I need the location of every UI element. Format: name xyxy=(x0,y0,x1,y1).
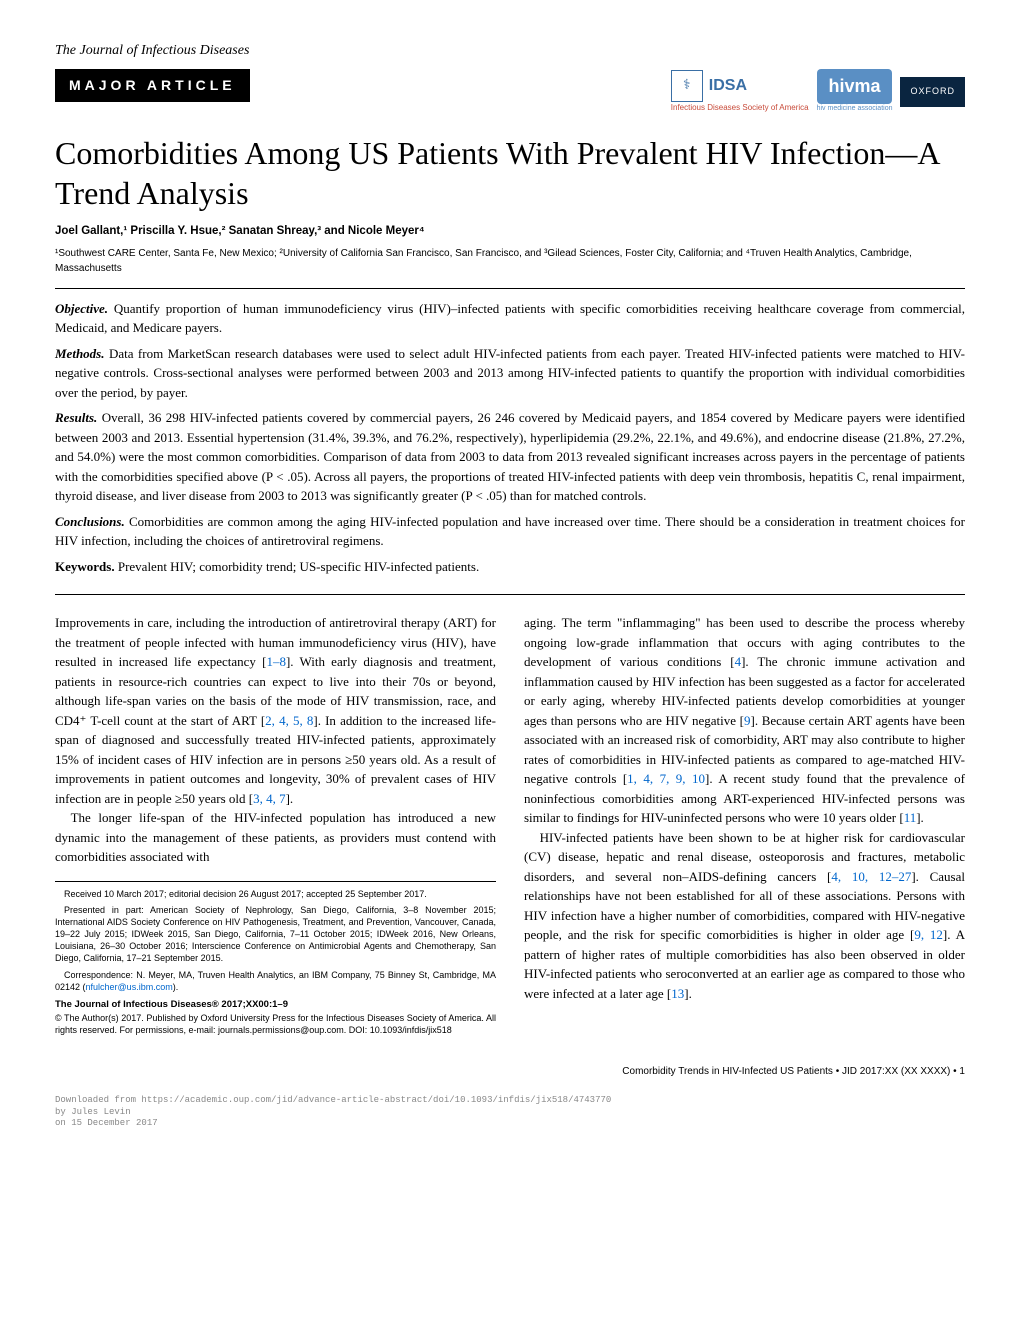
article-title: Comorbidities Among US Patients With Pre… xyxy=(55,133,965,213)
download-line-1: Downloaded from https://academic.oup.com… xyxy=(55,1095,965,1107)
ref-link[interactable]: 11 xyxy=(904,810,917,825)
download-line-2: by Jules Levin xyxy=(55,1107,965,1119)
email-link[interactable]: nfulcher@us.ibm.com xyxy=(86,982,173,992)
hivma-logo: hivma hiv medicine association xyxy=(817,69,893,115)
copyright: © The Author(s) 2017. Published by Oxfor… xyxy=(55,1012,496,1036)
keywords-label: Keywords. xyxy=(55,559,115,574)
ref-link[interactable]: 1, 4, 7, 9, 10 xyxy=(627,771,705,786)
keywords-text: Prevalent HIV; comorbidity trend; US-spe… xyxy=(118,559,479,574)
download-line-3: on 15 December 2017 xyxy=(55,1118,965,1130)
ref-link[interactable]: 4, 10, 12–27 xyxy=(831,869,911,884)
hivma-full: hiv medicine association xyxy=(817,104,893,115)
abstract-results: Results. Overall, 36 298 HIV-infected pa… xyxy=(55,408,965,506)
abstract-keywords: Keywords. Prevalent HIV; comorbidity tre… xyxy=(55,557,965,577)
page-footer: Comorbidity Trends in HIV-Infected US Pa… xyxy=(55,1064,965,1079)
body-para-3: aging. The term "inflammaging" has been … xyxy=(524,613,965,828)
authors: Joel Gallant,¹ Priscilla Y. Hsue,² Sanat… xyxy=(55,223,965,240)
ref-link[interactable]: 13 xyxy=(671,986,684,1001)
abstract-methods: Methods. Data from MarketScan research d… xyxy=(55,344,965,403)
body-para-2: The longer life-span of the HIV-infected… xyxy=(55,808,496,867)
footnotes: Received 10 March 2017; editorial decisi… xyxy=(55,881,496,1036)
download-footer: Downloaded from https://academic.oup.com… xyxy=(55,1095,965,1130)
journal-info: The Journal of Infectious Diseases® 2017… xyxy=(55,999,496,1012)
idsa-icon: ⚕ xyxy=(671,70,703,102)
body-para-4: HIV-infected patients have been shown to… xyxy=(524,828,965,1004)
methods-label: Methods. xyxy=(55,346,104,361)
abstract: Objective. Quantify proportion of human … xyxy=(55,288,965,596)
results-label: Results. xyxy=(55,410,97,425)
idsa-logo: ⚕ IDSA Infectious Diseases Society of Am… xyxy=(671,70,809,114)
body-columns: Improvements in care, including the intr… xyxy=(55,613,965,1036)
abstract-conclusions: Conclusions. Comorbidities are common am… xyxy=(55,512,965,551)
footnote-presented: Presented in part: American Society of N… xyxy=(55,904,496,965)
affiliations: ¹Southwest CARE Center, Santa Fe, New Me… xyxy=(55,246,965,276)
hivma-abbr: hivma xyxy=(817,69,893,104)
abstract-objective: Objective. Quantify proportion of human … xyxy=(55,299,965,338)
journal-name: The Journal of Infectious Diseases xyxy=(55,40,965,61)
body-para-1: Improvements in care, including the intr… xyxy=(55,613,496,808)
footnote-received: Received 10 March 2017; editorial decisi… xyxy=(55,888,496,900)
right-column: aging. The term "inflammaging" has been … xyxy=(524,613,965,1036)
oxford-logo: OXFORD xyxy=(900,77,965,107)
conclusions-label: Conclusions. xyxy=(55,514,125,529)
left-column: Improvements in care, including the intr… xyxy=(55,613,496,1036)
objective-text: Quantify proportion of human immunodefic… xyxy=(55,301,965,336)
methods-text: Data from MarketScan research databases … xyxy=(55,346,965,400)
ref-link[interactable]: 2, 4, 5, 8 xyxy=(265,713,313,728)
ref-link[interactable]: 3, 4, 7 xyxy=(253,791,286,806)
footnote-correspondence: Correspondence: N. Meyer, MA, Truven Hea… xyxy=(55,969,496,993)
ref-link[interactable]: 9, 12 xyxy=(914,927,943,942)
conclusions-text: Comorbidities are common among the aging… xyxy=(55,514,965,549)
idsa-full: Infectious Diseases Society of America xyxy=(671,102,809,114)
publisher-logos: ⚕ IDSA Infectious Diseases Society of Am… xyxy=(671,69,965,115)
article-type-badge: MAJOR ARTICLE xyxy=(55,69,250,102)
results-text: Overall, 36 298 HIV-infected patients co… xyxy=(55,410,965,503)
objective-label: Objective. xyxy=(55,301,108,316)
header-row: MAJOR ARTICLE ⚕ IDSA Infectious Diseases… xyxy=(55,69,965,115)
ref-link[interactable]: 1–8 xyxy=(266,654,286,669)
idsa-abbr: IDSA xyxy=(709,74,747,98)
